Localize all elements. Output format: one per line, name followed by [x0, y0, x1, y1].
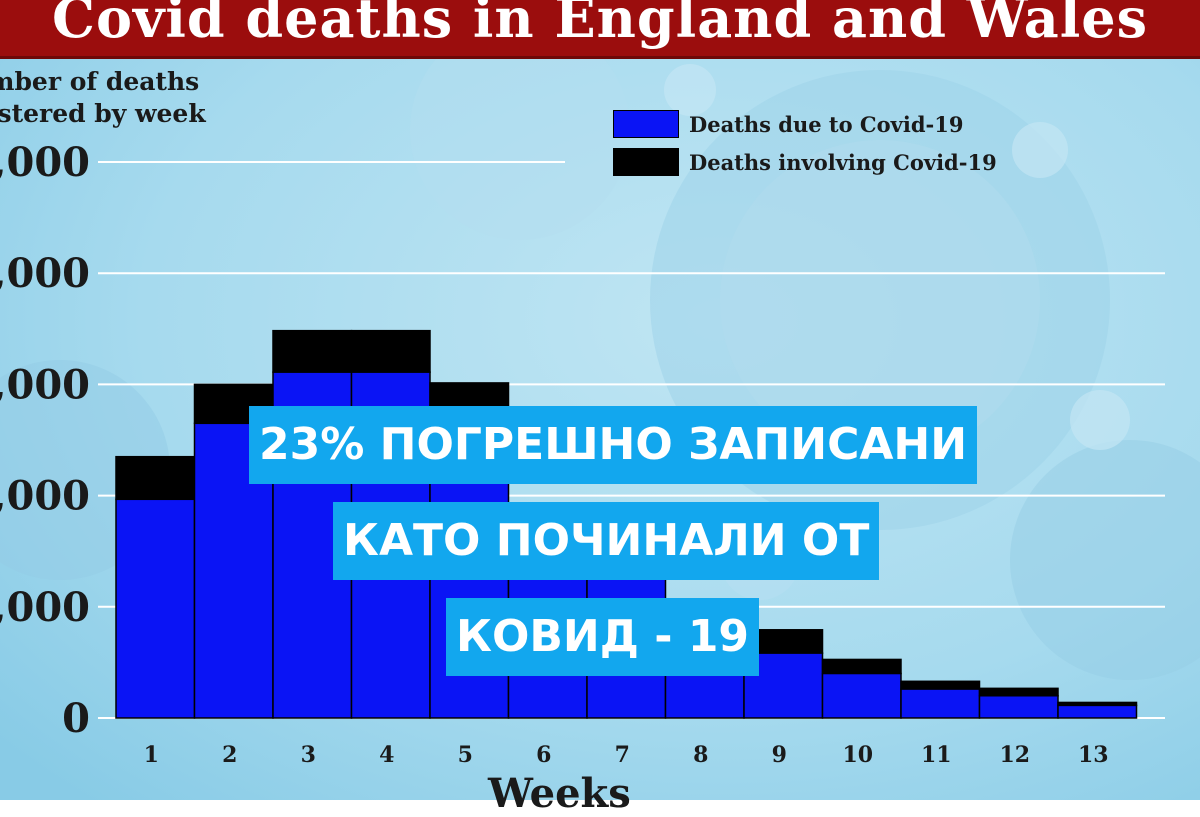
x-tick-label: 11 [921, 742, 952, 768]
y-tick-label: ,000 [0, 250, 90, 297]
y-tick-label: ,000 [0, 361, 90, 408]
overlay-banner-line-2: КАТО ПОЧИНАЛИ ОТ [333, 502, 880, 580]
x-tick-label: 1 [144, 742, 159, 768]
x-tick-label: 6 [536, 742, 551, 768]
x-tick-label: 3 [301, 742, 316, 768]
chart-title: Covid deaths in England and Wales [51, 0, 1149, 50]
bar-involving-week-3 [272, 329, 353, 373]
overlay-banner-line-1: 23% ПОГРЕШНО ЗАПИСАНИ [249, 406, 978, 484]
legend-label-involving: Deaths involving Covid-19 [689, 149, 997, 175]
bar-due-week-13 [1057, 704, 1138, 719]
bar-due-week-1 [115, 498, 196, 719]
title-bar: Covid deaths in England and Wales [0, 0, 1200, 59]
x-tick-label: 5 [458, 742, 473, 768]
legend-swatch-involving [613, 148, 679, 176]
y-axis-label-line-2: istered by week [0, 99, 206, 128]
legend-item-involving: Deaths involving Covid-19 [613, 148, 997, 176]
bar-involving-week-12 [978, 687, 1059, 697]
x-tick-label: 9 [772, 742, 787, 768]
overlay-banner-line-3: КОВИД - 19 [446, 598, 760, 676]
x-tick-label: 12 [999, 742, 1030, 768]
x-tick-label: 8 [693, 742, 708, 768]
bar-involving-week-10 [821, 658, 902, 675]
legend-label-due: Deaths due to Covid-19 [689, 111, 964, 137]
x-axis-label: Weeks [488, 770, 631, 817]
y-axis-label: mber of deaths istered by week [0, 66, 206, 130]
y-tick-label: 0 [62, 695, 90, 742]
legend-swatch-due [613, 110, 679, 138]
y-tick-label: ,000 [0, 473, 90, 520]
y-axis-label-line-1: mber of deaths [0, 67, 200, 96]
bar-due-week-12 [978, 695, 1059, 719]
legend-item-due: Deaths due to Covid-19 [613, 110, 963, 138]
x-tick-label: 13 [1078, 742, 1109, 768]
x-tick-label: 4 [379, 742, 394, 768]
y-tick-label: ,000 [0, 584, 90, 631]
bar-involving-week-1 [115, 455, 196, 501]
bar-involving-week-4 [350, 329, 431, 373]
y-tick-label: ,000 [0, 139, 90, 186]
x-tick-label: 10 [842, 742, 873, 768]
bar-involving-week-11 [900, 680, 981, 690]
bar-due-week-11 [900, 688, 981, 719]
bar-due-week-10 [821, 672, 902, 719]
x-tick-label: 7 [615, 742, 630, 768]
x-tick-label: 2 [222, 742, 237, 768]
